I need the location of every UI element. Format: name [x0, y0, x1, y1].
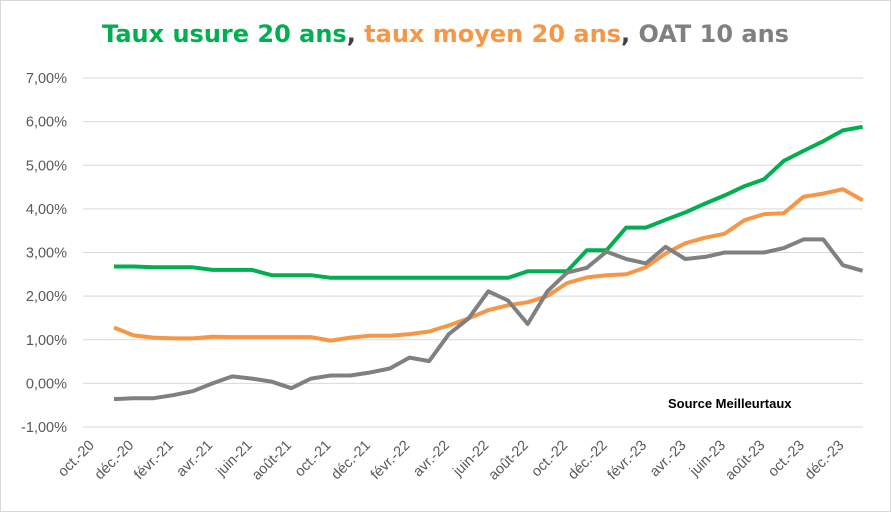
x-tick-label: avr.-21 [174, 438, 217, 481]
y-tick-label: 4,00% [26, 202, 67, 218]
title-part-3: , [620, 20, 639, 48]
x-tick-label: août-21 [249, 438, 295, 484]
x-tick-label: févr.-23 [605, 438, 651, 484]
y-tick-label: 2,00% [26, 289, 67, 305]
x-tick-label: oct.-22 [529, 438, 572, 481]
x-tick-label: août-22 [486, 438, 532, 484]
x-tick-label: déc.-20 [92, 438, 138, 484]
series-line-1 [113, 187, 864, 343]
x-tick-label: oct.-20 [55, 438, 98, 481]
x-tick-label: août-23 [722, 438, 768, 484]
y-tick-label: 0,00% [26, 376, 67, 392]
title-part-0: Taux usure 20 ans [102, 20, 347, 48]
y-axis-labels: -1,00% 0,00% 1,00% 2,00% 3,00% 4,00% 5,00% 6,00… [21, 71, 67, 436]
x-tick-label: avr.-23 [647, 438, 690, 481]
series-line-0 [114, 124, 863, 280]
title-part-2: taux moyen 20 ans [364, 20, 621, 48]
x-tick-label: déc.-22 [565, 438, 611, 484]
x-tick-label: oct.-21 [292, 438, 335, 481]
series-lines [113, 124, 864, 402]
series-line-2 [113, 237, 864, 402]
y-tick-label: 3,00% [26, 246, 67, 262]
y-tick-label: 6,00% [26, 115, 67, 131]
y-tick-label: -1,00% [21, 420, 67, 436]
x-tick-label: avr.-22 [410, 438, 453, 481]
x-axis-labels: oct.-20déc.-20févr.-21avr.-21juin-21août… [55, 438, 847, 484]
x-tick-label: févr.-22 [368, 438, 414, 484]
chart-title: Taux usure 20 ans, taux moyen 20 ans, OA… [0, 20, 891, 48]
source-annotation: Source Meilleurtaux [668, 396, 792, 411]
y-tick-label: 1,00% [26, 333, 67, 349]
title-part-1: , [346, 20, 365, 48]
title-part-4: OAT 10 ans [638, 20, 789, 48]
x-tick-label: févr.-21 [131, 438, 177, 484]
x-tick-label: déc.-21 [328, 438, 374, 484]
x-tick-label: oct.-23 [765, 438, 808, 481]
y-tick-label: 7,00% [26, 71, 67, 87]
y-tick-label: 5,00% [26, 158, 67, 174]
x-tick-label: déc.-23 [802, 438, 848, 484]
gridlines [83, 77, 863, 428]
